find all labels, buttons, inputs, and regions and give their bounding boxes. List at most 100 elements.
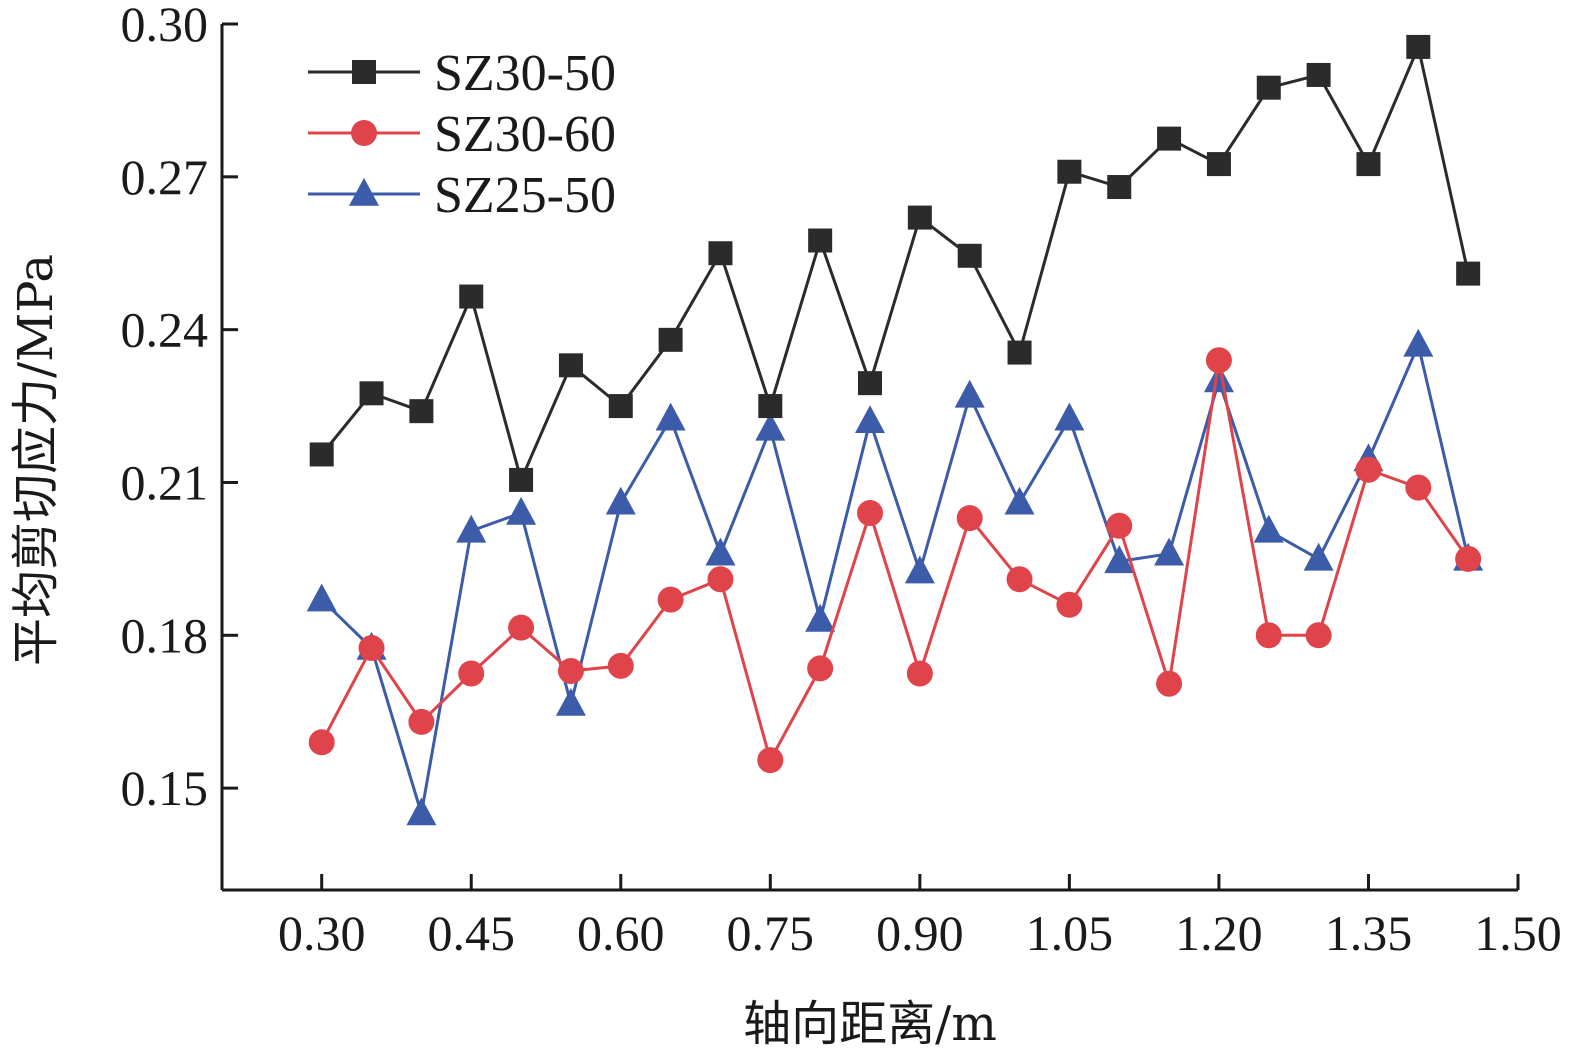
x-tick-label: 0.45 [427, 905, 515, 961]
data-point [308, 729, 335, 756]
data-point [1154, 537, 1185, 566]
plot-series [306, 34, 1484, 826]
legend-marker [349, 177, 379, 206]
data-point [705, 537, 736, 566]
data-point [1253, 514, 1284, 543]
data-point [658, 327, 683, 352]
data-point [557, 657, 584, 684]
x-tick-label: 1.05 [1026, 905, 1114, 961]
x-tick-label: 0.30 [278, 905, 366, 961]
data-point [1056, 591, 1083, 618]
data-point [508, 614, 535, 641]
data-point [1305, 622, 1332, 649]
data-point [607, 652, 634, 679]
x-tick-label: 0.75 [727, 905, 815, 961]
x-tick-label: 1.35 [1325, 905, 1413, 961]
data-point [409, 399, 434, 424]
legend-item: SZ30-50 [308, 45, 616, 102]
x-axis-title: 轴向距离/m [743, 996, 997, 1048]
data-point [1156, 670, 1183, 697]
data-point [957, 243, 982, 268]
data-point [1306, 62, 1331, 87]
legend-item: SZ25-50 [308, 167, 616, 224]
data-point [1406, 34, 1431, 59]
y-tick-label: 0.15 [121, 760, 209, 816]
data-point [1355, 456, 1382, 483]
data-point [808, 228, 833, 253]
data-point [605, 486, 636, 515]
x-tick-label: 1.50 [1474, 905, 1562, 961]
data-point [1255, 622, 1282, 649]
data-point [1157, 126, 1182, 151]
x-tick-label: 0.60 [577, 905, 665, 961]
data-point [509, 467, 534, 492]
x-tick-label: 0.90 [876, 905, 964, 961]
data-point [1106, 512, 1133, 539]
data-point [408, 708, 435, 735]
data-point [657, 586, 684, 613]
data-point [954, 379, 985, 408]
data-point [1356, 152, 1381, 177]
data-point [755, 412, 786, 441]
data-point [858, 371, 882, 396]
data-point [757, 747, 784, 774]
data-point [459, 284, 484, 309]
data-point [458, 660, 485, 687]
data-point [904, 555, 935, 584]
data-point [1206, 152, 1231, 177]
data-point [456, 514, 487, 543]
data-point [807, 655, 834, 682]
data-point [1456, 261, 1481, 286]
series-line [320, 358, 1470, 762]
data-point [707, 566, 734, 593]
data-point [956, 505, 983, 532]
data-point [506, 496, 537, 525]
data-point [555, 687, 586, 716]
data-point [655, 402, 686, 431]
data-point [1057, 159, 1082, 184]
data-point [406, 797, 437, 826]
data-point [857, 500, 883, 527]
y-axis-title: 平均剪切应力/MPa [8, 254, 64, 666]
y-tick-label: 0.18 [121, 607, 209, 663]
legend-label: SZ30-50 [434, 45, 616, 102]
series-line [320, 343, 1470, 816]
data-point [306, 583, 337, 612]
data-point [907, 205, 932, 230]
data-point [1006, 566, 1033, 593]
data-point [359, 381, 384, 406]
data-point [708, 241, 733, 266]
data-point [358, 635, 385, 662]
data-point [1403, 328, 1434, 357]
series-SZ30-50 [309, 34, 1481, 492]
data-point [1104, 545, 1135, 574]
x-tick-label: 1.20 [1175, 905, 1263, 961]
legend-marker [352, 60, 376, 84]
data-point [758, 394, 783, 419]
data-point [906, 660, 933, 687]
axes [220, 24, 1518, 892]
y-axis-ticks: 0.15 0.18 0.21 0.24 0.27 0.30 [121, 0, 238, 816]
series-SZ25-50 [306, 328, 1484, 826]
y-tick-label: 0.30 [121, 0, 209, 52]
data-point [1203, 364, 1234, 393]
data-point [1107, 175, 1132, 200]
y-tick-label: 0.21 [121, 454, 209, 510]
data-point [1004, 486, 1035, 515]
data-point [1455, 545, 1482, 572]
series-SZ30-60 [308, 347, 1482, 774]
data-point [1007, 340, 1032, 365]
data-point [1205, 347, 1232, 374]
data-point [1405, 474, 1432, 501]
data-point [855, 405, 885, 434]
x-axis-ticks: 0.30 0.45 0.60 0.75 0.90 1.05 1.20 1.35 1.50 [278, 874, 1562, 961]
legend-label: SZ30-60 [434, 106, 616, 163]
y-tick-label: 0.24 [121, 302, 209, 358]
data-point [1256, 75, 1281, 100]
legend-marker [351, 120, 377, 146]
data-point [1054, 402, 1085, 431]
legend-item: SZ30-60 [308, 106, 616, 163]
y-tick-label: 0.27 [121, 149, 209, 205]
